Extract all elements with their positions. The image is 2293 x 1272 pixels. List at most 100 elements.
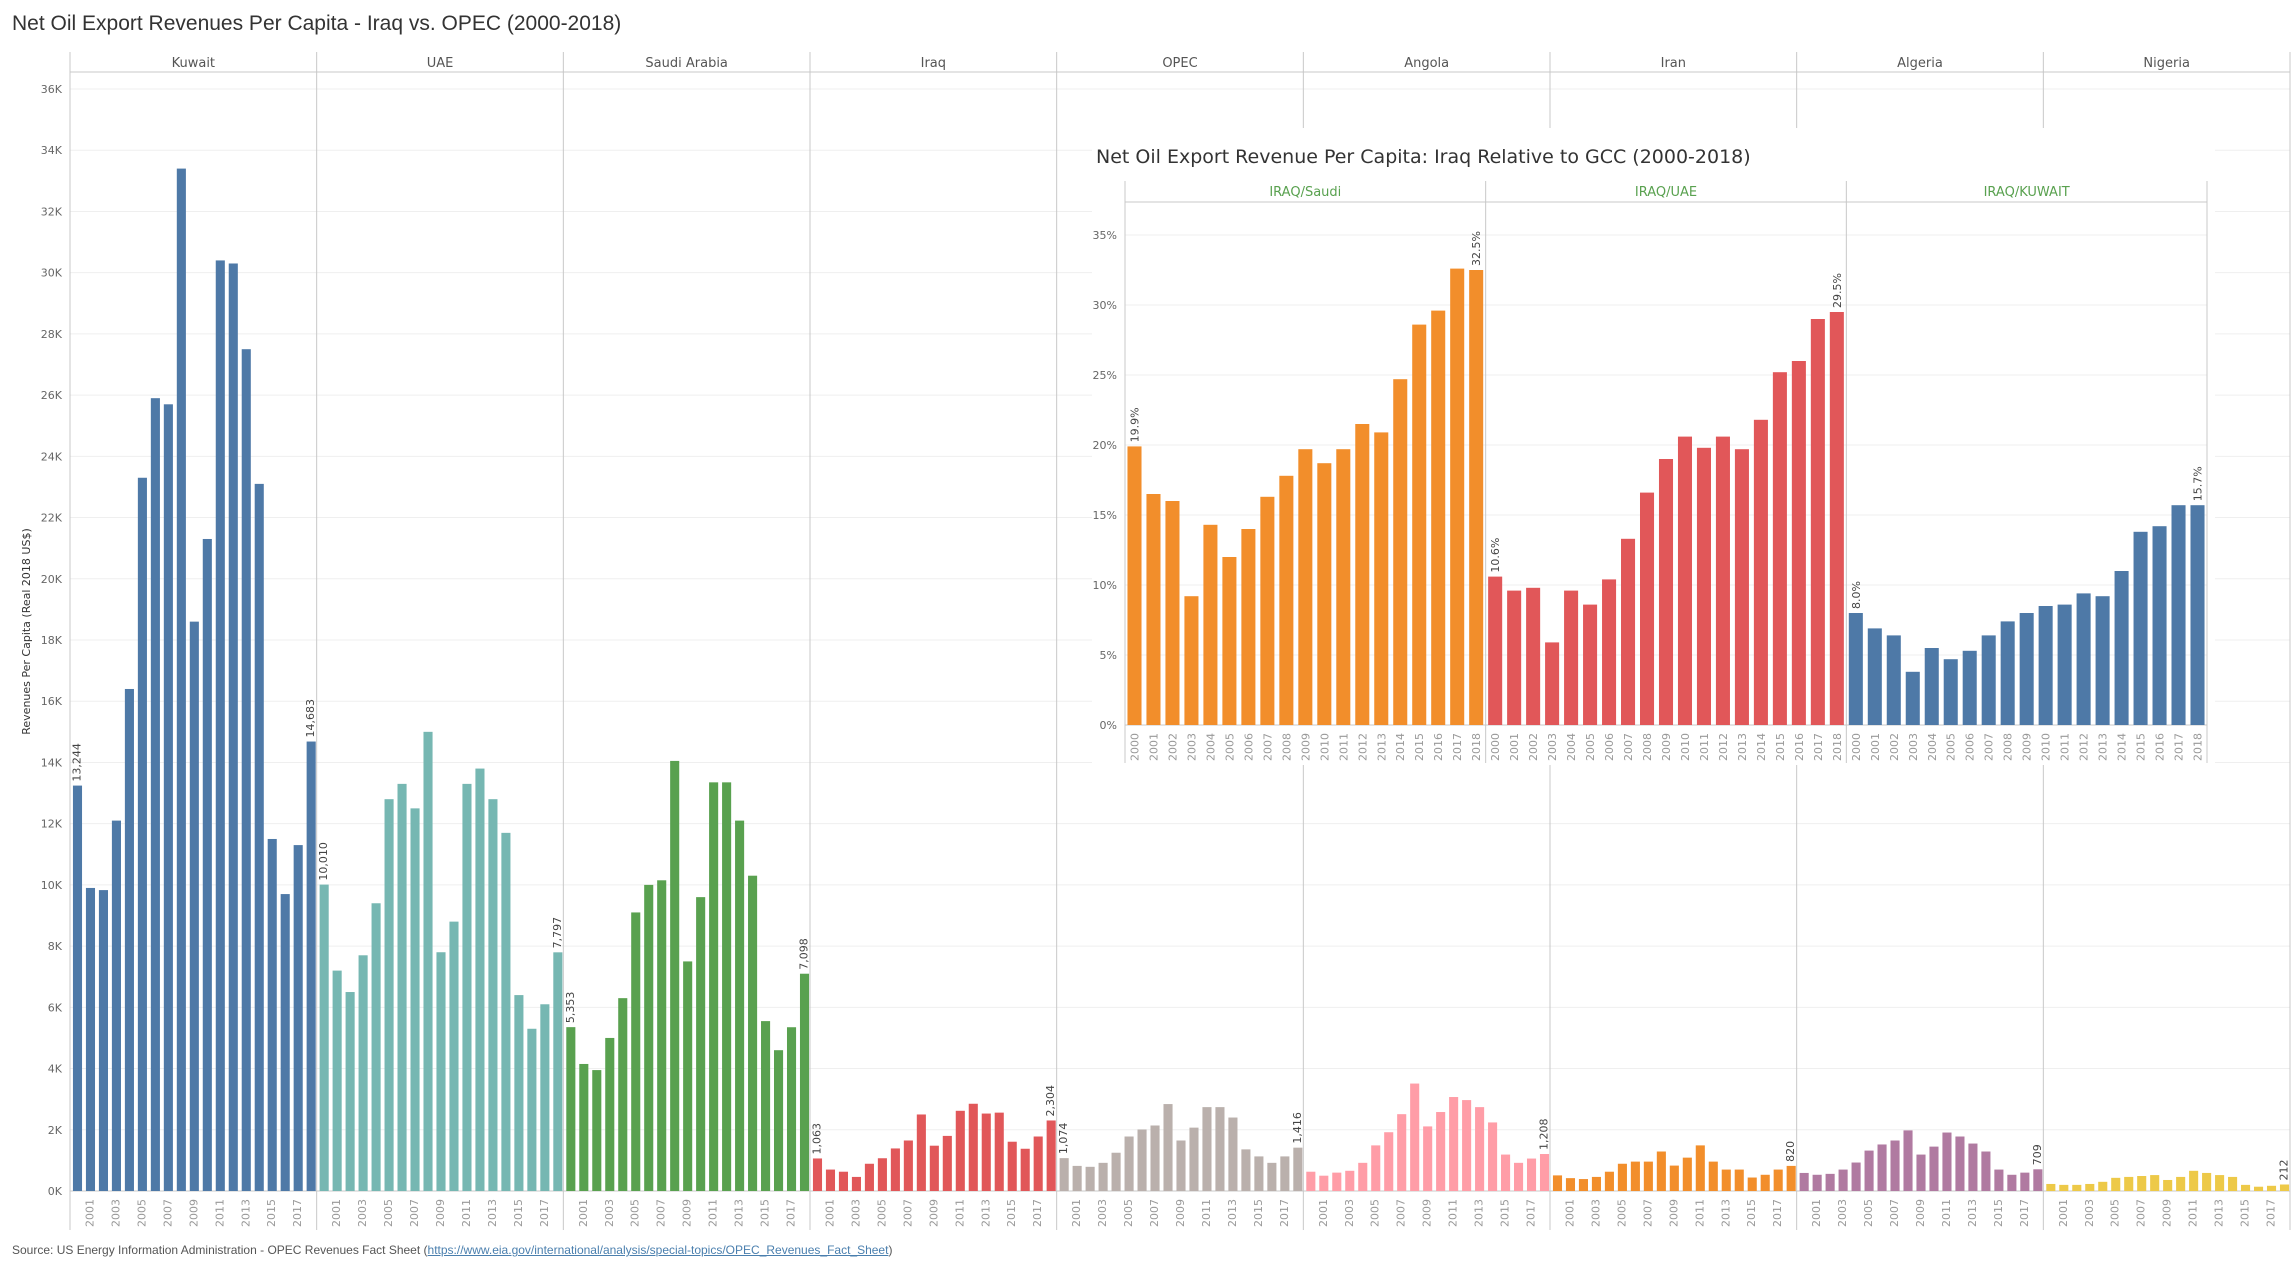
x-tick-label: 2015	[1745, 1199, 1758, 1227]
x-tick-label: 2017	[2265, 1199, 2278, 1227]
bar	[1968, 1143, 1978, 1191]
x-tick-label: 2002	[1527, 733, 1540, 761]
bar	[631, 912, 641, 1191]
bar	[1772, 372, 1787, 725]
x-tick-label: 2007	[2135, 1199, 2148, 1227]
bar	[1085, 1166, 1095, 1191]
bar	[98, 890, 108, 1191]
x-tick-label: 2010	[1679, 733, 1692, 761]
bar	[228, 263, 238, 1191]
bar	[1955, 1136, 1965, 1191]
bar	[1189, 1127, 1199, 1191]
bar	[2190, 505, 2205, 725]
bar	[1942, 1132, 1952, 1191]
x-tick-label: 2011	[2059, 733, 2072, 761]
bar	[345, 992, 355, 1191]
x-tick-label: 2016	[1793, 733, 1806, 761]
bar	[371, 903, 381, 1191]
bar	[1184, 596, 1199, 725]
x-tick-label: 2001	[1317, 1199, 1330, 1227]
inset-panel-iraq-kuwait: IRAQ/KUWAIT 8.0% 15.7% 2000 2001 2002 2003 2004…	[1845, 181, 2208, 763]
panel-algeria: Algeria 709 2001 2003 2005 2007 2009 2011 2013 20…	[1796, 52, 2044, 1230]
bar	[657, 880, 667, 1191]
x-tick-label: 2004	[1926, 733, 1939, 761]
source-link[interactable]: https://www.eia.gov/international/analys…	[427, 1243, 889, 1257]
bar	[488, 799, 498, 1191]
bar	[124, 688, 134, 1191]
data-label: 7,098	[798, 938, 811, 970]
bar	[670, 760, 680, 1191]
bar	[2046, 1183, 2056, 1191]
bar	[202, 538, 212, 1191]
bar	[397, 783, 407, 1191]
bar	[748, 875, 758, 1191]
panel-iran: Iran 820 2001 2003 2005 2007 2009 2011 2013 2015 2…	[1549, 52, 1797, 1230]
source-footer: Source: US Energy Information Administra…	[12, 1243, 892, 1257]
x-tick-label: 2007	[1395, 1199, 1408, 1227]
x-tick-label: 2013	[733, 1199, 746, 1227]
bar	[864, 1163, 874, 1191]
inset-ratio-chart: Net Oil Export Revenue Per Capita: Iraq …	[1092, 146, 2208, 763]
data-label: 212	[2278, 1160, 2291, 1181]
x-tick-label: 2003	[1907, 733, 1920, 761]
panel-opec: OPEC 1,074 1,416 2001 2003 2005 2007 2009 2011 20…	[1056, 52, 1304, 1230]
bar	[1981, 1151, 1991, 1191]
bar	[903, 1140, 913, 1191]
bar	[1877, 1144, 1887, 1191]
bar	[851, 1176, 861, 1191]
bar	[1526, 1158, 1537, 1191]
x-tick-label: 2011	[1337, 733, 1350, 761]
x-tick-label: 2003	[1546, 733, 1559, 761]
bar	[1475, 1107, 1485, 1191]
y-tick-label: 2K	[48, 1124, 63, 1137]
x-tick-label: 2015	[512, 1199, 525, 1227]
y-tick-label: 15%	[1093, 509, 1117, 522]
bar	[981, 1113, 991, 1191]
bar	[1682, 1157, 1692, 1191]
bar	[1332, 1172, 1342, 1191]
bar	[1602, 579, 1617, 725]
x-tick-label: 2007	[1622, 733, 1635, 761]
bar	[1812, 1174, 1822, 1191]
bar	[1146, 494, 1161, 725]
bar	[1488, 576, 1503, 725]
x-tick-label: 2005	[875, 1199, 888, 1227]
bar	[1488, 1122, 1498, 1191]
y-tick-label: 10%	[1093, 579, 1117, 592]
bar	[1267, 1162, 1277, 1191]
bar	[1578, 1179, 1588, 1191]
bar	[501, 832, 511, 1191]
bar	[1890, 1140, 1900, 1191]
bar	[410, 808, 420, 1191]
x-tick-label: 2001	[1563, 1199, 1576, 1227]
bar	[2095, 596, 2110, 725]
x-tick-label: 2011	[213, 1199, 226, 1227]
bar	[2133, 531, 2148, 725]
x-tick-label: 2001	[823, 1199, 836, 1227]
bar	[566, 1027, 576, 1191]
bar	[1604, 1171, 1614, 1191]
bar	[1306, 1171, 1316, 1191]
bar	[929, 1145, 939, 1191]
bar	[1298, 449, 1313, 725]
bar	[916, 1114, 926, 1191]
bar	[137, 477, 147, 1191]
bar	[1279, 475, 1294, 725]
data-label: 1,063	[810, 1123, 823, 1155]
bar	[1150, 1125, 1160, 1191]
bar	[2007, 1174, 2017, 1191]
x-tick-label: 2016	[2154, 733, 2167, 761]
x-tick-label: 2017	[1525, 1199, 1538, 1227]
bar	[1501, 1154, 1511, 1191]
bar	[592, 1070, 602, 1191]
x-tick-label: 2012	[2078, 733, 2091, 761]
bar	[540, 1004, 550, 1191]
bar	[1124, 1136, 1134, 1191]
bar	[319, 884, 329, 1191]
inset-panel-iraq-uae: IRAQ/UAE 10.6% 29.5% 2000 2001 2002 2003 2004 20…	[1485, 181, 1844, 763]
bar	[1708, 1161, 1718, 1191]
bar	[1293, 1147, 1303, 1191]
x-tick-label: 2007	[901, 1199, 914, 1227]
y-tick-label: 5%	[1100, 649, 1117, 662]
bar	[605, 1037, 615, 1191]
